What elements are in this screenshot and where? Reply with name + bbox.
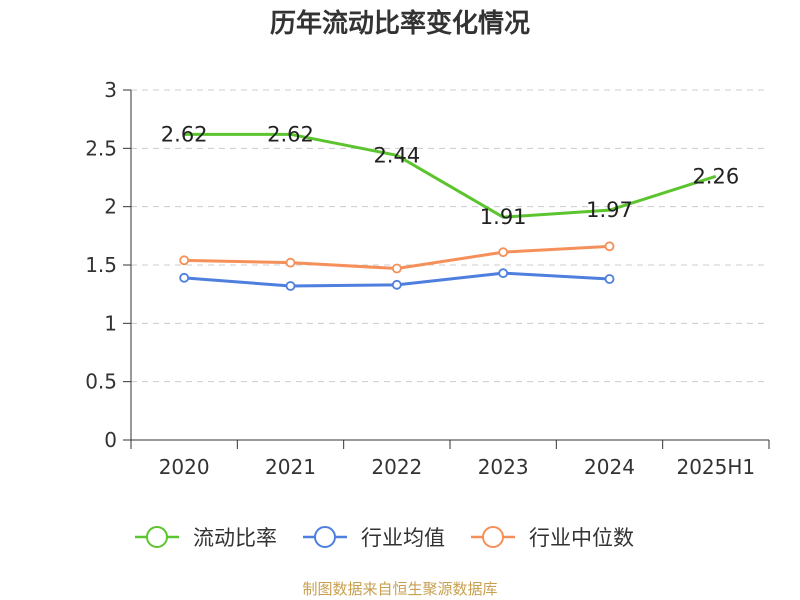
source-note: 制图数据来自恒生聚源数据库 bbox=[302, 580, 498, 598]
y-tick-label: 3 bbox=[104, 78, 117, 102]
y-tick-label: 2 bbox=[104, 195, 117, 219]
y-tick-label: 0.5 bbox=[85, 370, 117, 394]
x-tick-label: 2020 bbox=[159, 455, 210, 479]
y-tick-label: 1.5 bbox=[85, 253, 117, 277]
series-line bbox=[184, 132, 717, 219]
x-tick-label: 2025H1 bbox=[676, 455, 755, 479]
data-point bbox=[179, 255, 190, 266]
data-point bbox=[391, 279, 402, 290]
legend-item: 行业均值 bbox=[303, 526, 445, 550]
data-label: 1.91 bbox=[480, 205, 527, 229]
legend-marker bbox=[482, 526, 504, 548]
data-label: 2.44 bbox=[373, 143, 420, 167]
legend-item: 行业中位数 bbox=[471, 526, 634, 550]
series-3 bbox=[179, 241, 615, 274]
legend-label: 行业均值 bbox=[361, 526, 445, 550]
y-tick-label: 0 bbox=[104, 428, 117, 452]
data-label: 2.26 bbox=[692, 164, 739, 188]
legend-marker bbox=[314, 526, 336, 548]
x-tick-label: 2021 bbox=[265, 455, 316, 479]
data-point bbox=[179, 272, 190, 283]
data-point bbox=[498, 268, 509, 279]
legend-item: 流动比率 bbox=[135, 526, 277, 550]
data-point bbox=[604, 241, 615, 252]
y-tick-label: 1 bbox=[104, 311, 117, 335]
data-label: 1.97 bbox=[586, 198, 633, 222]
x-tick-label: 2023 bbox=[478, 455, 529, 479]
legend-label: 行业中位数 bbox=[529, 526, 634, 550]
data-point bbox=[285, 281, 296, 291]
data-label: 2.62 bbox=[161, 122, 208, 146]
x-tick-label: 2022 bbox=[371, 455, 422, 479]
series-1 bbox=[184, 132, 717, 219]
series-2 bbox=[179, 268, 615, 291]
chart-title: 历年流动比率变化情况 bbox=[269, 9, 530, 39]
x-tick-label: 2024 bbox=[584, 455, 635, 479]
data-point bbox=[604, 274, 615, 284]
data-point bbox=[391, 263, 402, 274]
legend-label: 流动比率 bbox=[193, 526, 277, 550]
data-point bbox=[498, 247, 509, 258]
y-tick-label: 2.5 bbox=[85, 136, 117, 160]
legend-marker bbox=[146, 526, 168, 548]
data-point bbox=[285, 257, 296, 268]
data-label: 2.62 bbox=[267, 122, 314, 146]
